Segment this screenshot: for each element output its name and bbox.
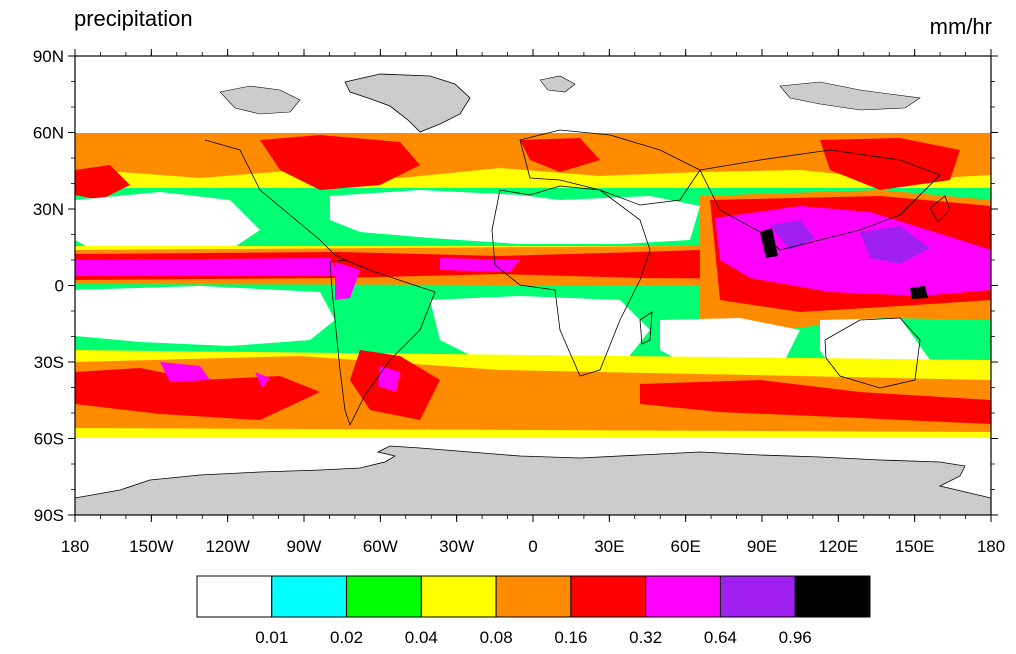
lat-tick-label: 90S [34, 506, 64, 525]
units-label: mm/hr [929, 14, 992, 39]
precipitation-field [75, 133, 991, 438]
arctic-islands [219, 85, 301, 115]
colorbar-label: 0.02 [330, 628, 363, 647]
siberia-north [779, 81, 921, 111]
lon-tick-label: 30W [439, 537, 474, 556]
greenland-landmass [344, 73, 471, 133]
antarctica-landmass [75, 445, 991, 515]
latitude-axis: 90N 60N 30N 0 30S 60S 90S [33, 47, 998, 525]
lon-tick-label: 0 [528, 537, 537, 556]
coastlines [204, 129, 951, 427]
colorbar-label: 0.04 [405, 628, 438, 647]
lon-tick-label: 180 [61, 537, 89, 556]
colorbar-swatch [719, 575, 796, 618]
colorbar-swatch [420, 575, 497, 618]
lat-tick-label: 30N [33, 200, 64, 219]
lon-tick-label: 150E [895, 537, 935, 556]
colorbar-label: 0.01 [255, 628, 288, 647]
lon-tick-label: 60E [671, 537, 701, 556]
lon-tick-label: 90E [747, 537, 777, 556]
colorbar-label: 0.08 [480, 628, 513, 647]
lat-tick-label: 60S [34, 430, 64, 449]
colorbar-swatch [570, 575, 647, 618]
svalbard [539, 75, 576, 93]
lon-tick-label: 150W [129, 537, 173, 556]
colorbar-label: 0.64 [704, 628, 737, 647]
lon-tick-label: 30E [594, 537, 624, 556]
longitude-axis: 180 150W 120W 90W 60W 30W 0 30E 60E 90E 120E 150E 18… [61, 49, 1005, 556]
colorbar-label: 0.96 [779, 628, 812, 647]
lat-tick-label: 90N [33, 47, 64, 66]
colorbar-swatch [794, 575, 871, 618]
colorbar: 0.01 0.02 0.04 0.08 0.16 0.32 0.64 0.96 [196, 575, 871, 647]
colorbar-label: 0.32 [629, 628, 662, 647]
colorbar-swatch [271, 575, 348, 618]
colorbar-swatch [645, 575, 721, 618]
lon-tick-label: 60W [363, 537, 398, 556]
colorbar-swatch [346, 575, 422, 618]
lon-tick-label: 180 [977, 537, 1005, 556]
map-title: precipitation [74, 6, 193, 31]
lon-tick-label: 90W [287, 537, 322, 556]
lat-tick-label: 60N [33, 124, 64, 143]
colorbar-label: 0.16 [554, 628, 587, 647]
lon-tick-label: 120W [205, 537, 249, 556]
colorbar-swatch [196, 575, 273, 618]
lat-tick-label: 30S [34, 353, 64, 372]
lat-tick-label: 0 [55, 277, 64, 296]
colorbar-swatch [495, 575, 572, 618]
lon-tick-label: 120E [818, 537, 858, 556]
